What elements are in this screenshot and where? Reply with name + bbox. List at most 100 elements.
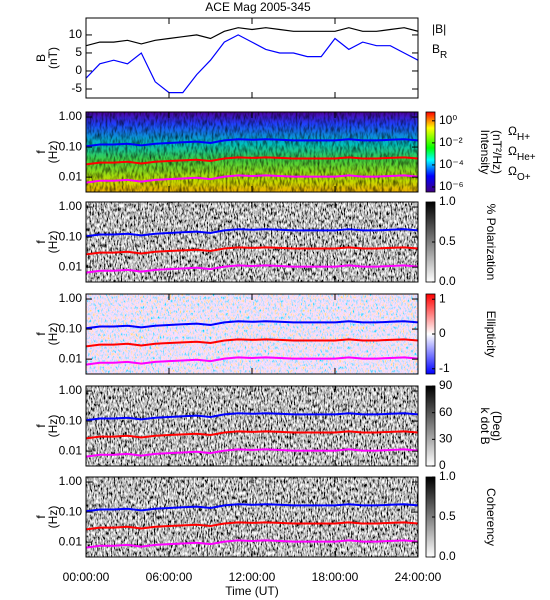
- series-line: [86, 27, 418, 47]
- spectrogram-image: [86, 202, 418, 282]
- series-line: [86, 228, 418, 238]
- y-axis-label: f: [34, 515, 48, 519]
- series-line: [86, 156, 418, 166]
- y-tick-label: 0.10: [59, 504, 83, 518]
- legend-label-sub: H+: [517, 132, 530, 143]
- y-tick-label: -5: [71, 81, 82, 95]
- colorbar-tick-label: 0.0: [439, 274, 456, 288]
- colorbar-label: Intensity: [478, 130, 492, 175]
- series-line: [86, 503, 418, 513]
- series-line: [86, 539, 418, 549]
- y-tick-label: 0.01: [59, 443, 83, 457]
- colorbar-label: k dot B: [478, 407, 492, 444]
- legend-label-main: B: [432, 42, 440, 56]
- series-line: [86, 412, 418, 422]
- chart-title: ACE Mag 2005-345: [205, 0, 311, 14]
- legend-label: ΩH+: [508, 124, 530, 143]
- series-line: [86, 34, 418, 94]
- y-axis-label: (nT): [46, 47, 60, 69]
- series-line: [86, 448, 418, 458]
- y-tick-label: 0.01: [59, 534, 83, 548]
- y-tick-label: 0.10: [59, 413, 83, 427]
- colorbar-tick-label: 10⁻²: [439, 135, 463, 149]
- legend-label-main: Ω: [508, 124, 517, 138]
- y-tick-label: 0: [75, 63, 82, 77]
- colorbar-tick-label: 10⁻⁴: [439, 157, 464, 171]
- y-tick-label: 5: [75, 45, 82, 59]
- y-axis-label: (Hz): [46, 231, 60, 254]
- plot-area: [86, 27, 418, 94]
- colorbar-tick-label: 30: [439, 432, 453, 446]
- legend-label-main: Ω: [508, 164, 517, 178]
- colorbar-label: Coherency: [484, 488, 498, 546]
- x-tick-label: 24:00:00: [395, 570, 442, 584]
- y-tick-label: 10: [69, 27, 83, 41]
- series-line: [86, 264, 418, 274]
- spectrogram-image: [86, 294, 418, 374]
- y-axis-label: f: [34, 424, 48, 428]
- y-axis-label: (Hz): [46, 415, 60, 438]
- colorbar-tick-label: -1: [439, 361, 450, 375]
- colorbar-tick-label: 60: [439, 405, 453, 419]
- legend-label-sub: O+: [517, 172, 531, 183]
- x-tick-label: 18:00:00: [312, 570, 359, 584]
- y-tick-label: 1.00: [59, 109, 83, 123]
- spectrogram: [86, 477, 418, 557]
- colorbar-tick-label: 10⁻⁶: [439, 179, 464, 193]
- colorbar-tick-label: 1.0: [439, 194, 456, 208]
- colorbar-label: (nT²/Hz): [490, 130, 504, 174]
- y-tick-label: 0.10: [59, 139, 83, 153]
- colorbar-label: (Deg): [490, 411, 504, 441]
- x-tick-label: 00:00:00: [63, 570, 110, 584]
- legend-label: ΩHe+: [508, 144, 536, 163]
- y-axis-label: f: [34, 332, 48, 336]
- y-axis-label: B: [34, 54, 48, 62]
- series-line: [86, 246, 418, 256]
- series-line: [86, 430, 418, 440]
- y-tick-label: 0.01: [59, 351, 83, 365]
- colorbar-tick-label: 0.0: [439, 549, 456, 563]
- spectrogram: [86, 202, 418, 282]
- y-tick-label: 1.00: [59, 383, 83, 397]
- colorbar-tick-label: 90: [439, 378, 453, 392]
- legend-label-sub: He+: [517, 152, 536, 163]
- y-tick-label: 1.00: [59, 474, 83, 488]
- y-axis-label: (Hz): [46, 323, 60, 346]
- spectrogram-image: [86, 477, 418, 557]
- spectrogram-texture: [86, 112, 418, 192]
- legend-label: ΩO+: [508, 164, 531, 183]
- legend-label-sub: R: [440, 50, 447, 61]
- colorbar: [425, 385, 436, 467]
- y-tick-label: 0.01: [59, 259, 83, 273]
- spectrogram: [86, 112, 418, 192]
- colorbar-tick-label: 10⁰: [439, 113, 457, 127]
- legend-label-main: |B|: [432, 22, 446, 36]
- x-tick-label: 12:00:00: [229, 570, 276, 584]
- y-axis-label: f: [34, 240, 48, 244]
- y-tick-label: 0.10: [59, 321, 83, 335]
- x-axis-label: Time (UT): [225, 584, 279, 598]
- spectrogram: [86, 294, 418, 374]
- series-line: [86, 174, 418, 184]
- colorbar-tick-label: 0.5: [439, 234, 456, 248]
- colorbar: [425, 111, 436, 193]
- series-line: [86, 338, 418, 348]
- colorbar-tick-label: 0: [439, 458, 446, 472]
- colorbar-tick-label: 0: [439, 326, 446, 340]
- colorbar-label: % Polarization: [484, 204, 498, 281]
- series-line: [86, 521, 418, 531]
- y-axis-label: (Hz): [46, 506, 60, 529]
- y-axis-label: f: [34, 150, 48, 154]
- x-tick-label: 06:00:00: [146, 570, 193, 584]
- series-line: [86, 356, 418, 366]
- y-axis-label: (Hz): [46, 141, 60, 164]
- colorbar-tick-label: 1: [439, 291, 446, 305]
- colorbar-label: Ellipticity: [484, 311, 498, 358]
- colorbar-tick-label: 0.5: [439, 509, 456, 523]
- spectrogram-image: [86, 386, 418, 466]
- legend-label: |B|: [432, 22, 446, 36]
- colorbar-tick-label: 1.0: [439, 469, 456, 483]
- y-tick-label: 0.01: [59, 169, 83, 183]
- series-line: [86, 320, 418, 330]
